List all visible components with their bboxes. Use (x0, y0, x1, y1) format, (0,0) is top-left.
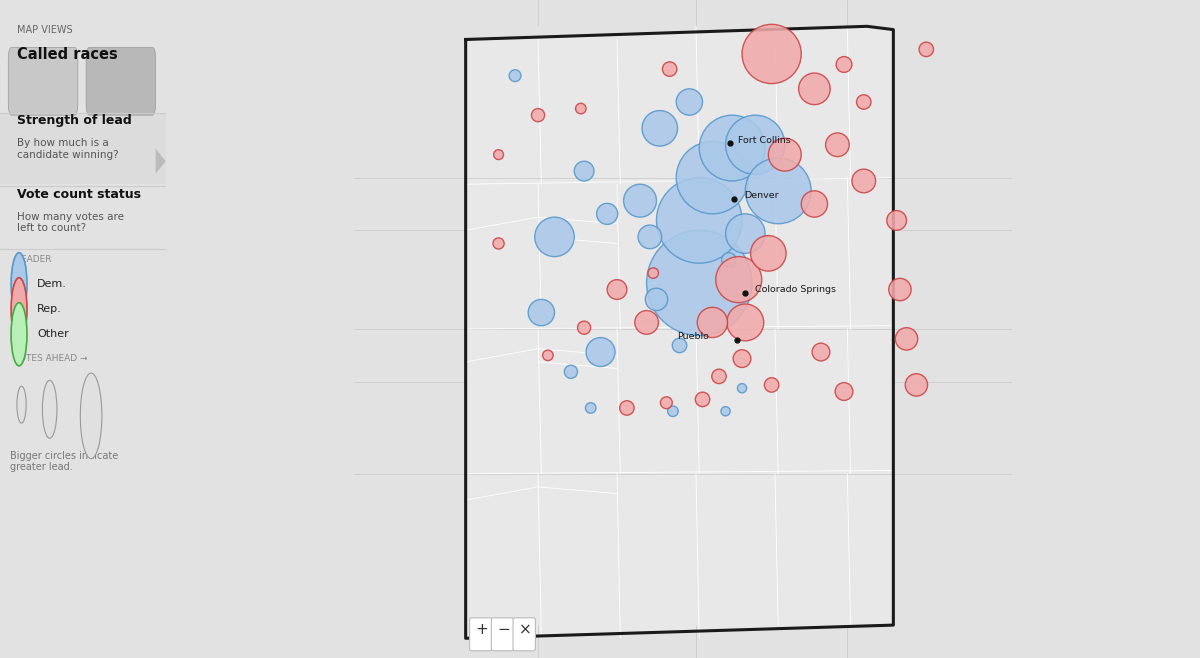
Circle shape (509, 70, 521, 82)
Circle shape (733, 350, 751, 368)
FancyBboxPatch shape (8, 47, 78, 115)
Circle shape (726, 115, 785, 174)
Circle shape (542, 350, 553, 361)
Circle shape (575, 161, 594, 181)
Text: By how much is a
candidate winning?: By how much is a candidate winning? (17, 138, 118, 160)
Circle shape (889, 278, 911, 301)
Circle shape (768, 138, 802, 171)
Text: −: − (498, 622, 510, 637)
Circle shape (607, 280, 626, 299)
Circle shape (905, 374, 928, 396)
Circle shape (727, 304, 763, 341)
Circle shape (799, 73, 830, 105)
FancyBboxPatch shape (514, 618, 535, 651)
Circle shape (647, 230, 752, 336)
FancyBboxPatch shape (491, 618, 514, 651)
Circle shape (596, 203, 618, 224)
Text: VOTES AHEAD →: VOTES AHEAD → (13, 354, 88, 363)
Circle shape (576, 103, 586, 114)
Circle shape (738, 384, 746, 393)
Circle shape (635, 311, 659, 334)
Circle shape (532, 109, 545, 122)
Circle shape (660, 397, 672, 409)
Circle shape (638, 225, 661, 249)
Text: Other: Other (37, 329, 70, 340)
Circle shape (887, 211, 906, 230)
Circle shape (80, 373, 102, 459)
Text: Dem.: Dem. (37, 279, 67, 290)
Circle shape (493, 238, 504, 249)
Circle shape (742, 24, 802, 84)
Circle shape (919, 42, 934, 57)
Circle shape (835, 383, 853, 400)
Text: ×: × (520, 622, 532, 637)
Circle shape (677, 141, 749, 214)
Text: Vote count status: Vote count status (17, 188, 140, 201)
Circle shape (624, 184, 656, 217)
Text: Bigger circles indicate
greater lead.: Bigger circles indicate greater lead. (10, 451, 118, 472)
Circle shape (672, 338, 686, 353)
Circle shape (764, 378, 779, 392)
Circle shape (750, 236, 786, 271)
FancyBboxPatch shape (86, 47, 156, 115)
Circle shape (695, 392, 709, 407)
Text: Strength of lead: Strength of lead (17, 114, 131, 128)
Polygon shape (156, 149, 166, 174)
Polygon shape (466, 26, 893, 638)
Circle shape (726, 214, 766, 253)
Circle shape (17, 386, 26, 423)
Circle shape (852, 169, 876, 193)
Circle shape (11, 278, 26, 341)
Text: +: + (475, 622, 488, 637)
Text: Called races: Called races (17, 47, 118, 63)
Circle shape (642, 111, 678, 146)
Circle shape (648, 268, 659, 278)
Circle shape (586, 338, 616, 367)
Circle shape (577, 321, 590, 334)
Circle shape (721, 253, 736, 267)
Circle shape (745, 158, 811, 224)
Circle shape (667, 406, 678, 417)
Circle shape (586, 403, 596, 413)
Circle shape (662, 62, 677, 76)
Text: Fort Collins: Fort Collins (738, 136, 791, 145)
Circle shape (11, 253, 26, 316)
Text: LEADER: LEADER (17, 255, 52, 265)
Circle shape (42, 380, 56, 438)
Text: Colorado Springs: Colorado Springs (755, 285, 835, 294)
Circle shape (721, 407, 730, 416)
Circle shape (697, 307, 727, 338)
Circle shape (535, 217, 575, 257)
Circle shape (826, 133, 850, 157)
Circle shape (493, 149, 504, 160)
Text: Rep.: Rep. (37, 304, 62, 315)
Circle shape (836, 57, 852, 72)
Circle shape (712, 369, 726, 384)
FancyBboxPatch shape (469, 618, 492, 651)
Circle shape (857, 95, 871, 109)
Text: Pueblo: Pueblo (678, 332, 709, 341)
FancyBboxPatch shape (0, 113, 166, 184)
Circle shape (677, 89, 702, 115)
Text: MAP VIEWS: MAP VIEWS (17, 25, 72, 35)
Circle shape (619, 401, 634, 415)
Text: How many votes are
left to count?: How many votes are left to count? (17, 212, 124, 234)
Circle shape (700, 115, 766, 181)
Circle shape (715, 257, 762, 303)
Circle shape (656, 178, 742, 263)
Circle shape (646, 288, 667, 311)
Circle shape (812, 343, 830, 361)
Circle shape (895, 328, 918, 350)
Circle shape (11, 303, 26, 366)
Circle shape (528, 299, 554, 326)
Text: Denver: Denver (744, 191, 779, 200)
Circle shape (564, 365, 577, 378)
Circle shape (802, 191, 828, 217)
